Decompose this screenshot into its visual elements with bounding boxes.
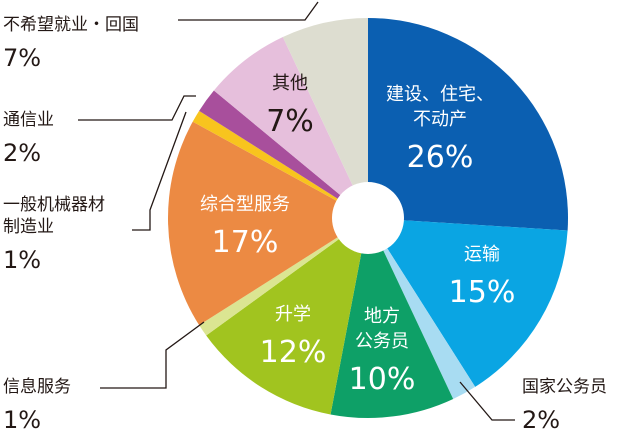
pie-slice-info-services (199, 218, 368, 336)
slice-percent: 17% (212, 225, 279, 260)
pie-slice-further-study (206, 218, 368, 415)
slice-label-further-study: 升学 12% (260, 304, 327, 370)
slice-percent: 2% (522, 406, 560, 434)
slice-name: 制造业 (3, 217, 54, 237)
pie-slice-telecom (199, 90, 368, 218)
slice-name: 建设、住宅、 (386, 84, 494, 105)
pie-slice-national-civil-servant (368, 218, 476, 399)
slice-percent: 12% (260, 335, 327, 370)
pie-slice-transport (368, 218, 568, 387)
slice-label-transport: 运输 15% (449, 244, 516, 310)
slice-name: 地方 (364, 306, 400, 327)
slice-percent: 26% (407, 140, 474, 175)
slice-label-telecom: 通信业 2% (3, 110, 54, 167)
leader-line-info-services (100, 321, 205, 389)
slice-percent: 7% (266, 104, 314, 139)
leader-line-no-job-return (178, 1, 319, 21)
slice-name: 不希望就业・回国 (3, 15, 139, 35)
pie-slice-machinery (192, 110, 368, 218)
slice-name: 综合型服务 (200, 194, 290, 215)
slice-name: 升学 (275, 304, 311, 325)
slice-name: 其他 (272, 73, 308, 94)
slice-percent: 1% (3, 406, 41, 434)
leader-line-telecom (78, 95, 196, 121)
slice-name: 国家公务员 (522, 377, 607, 397)
slice-percent: 7% (3, 44, 41, 72)
slice-name: 一般机械器材 (3, 195, 105, 215)
donut-hole (332, 182, 404, 254)
pie-slice-construction (368, 18, 569, 231)
slice-percent: 2% (3, 139, 41, 167)
slice-name: 信息服务 (3, 377, 71, 397)
slice-name: 通信业 (3, 110, 54, 130)
slice-label-info-services: 信息服务 1% (3, 377, 71, 434)
slice-percent: 15% (449, 275, 516, 310)
slice-label-national-civil-servant: 国家公务员 2% (522, 377, 607, 434)
leader-line-machinery (132, 111, 187, 231)
leader-line-national-civil-servant (459, 381, 515, 421)
leader-lines (78, 1, 515, 421)
pie-slices (167, 18, 569, 419)
slice-name: 公务员 (355, 331, 409, 352)
pie-slice-integrated-services (167, 121, 368, 326)
slice-name: 运输 (464, 244, 500, 265)
slice-label-integrated-services: 综合型服务 17% (200, 194, 290, 260)
slice-label-no-job-return: 不希望就业・回国 7% (3, 15, 139, 72)
slice-label-construction: 建设、住宅、不动产 26% (386, 84, 494, 175)
slice-name: 不动产 (413, 109, 467, 130)
pie-slice-local-civil-servant (330, 218, 454, 419)
slice-percent: 1% (3, 246, 41, 274)
slice-percent: 10% (349, 362, 416, 397)
slice-label-other: 其他 7% (266, 73, 314, 139)
pie-slice-other (213, 37, 368, 218)
pie-slice-no-job-return (282, 18, 368, 218)
